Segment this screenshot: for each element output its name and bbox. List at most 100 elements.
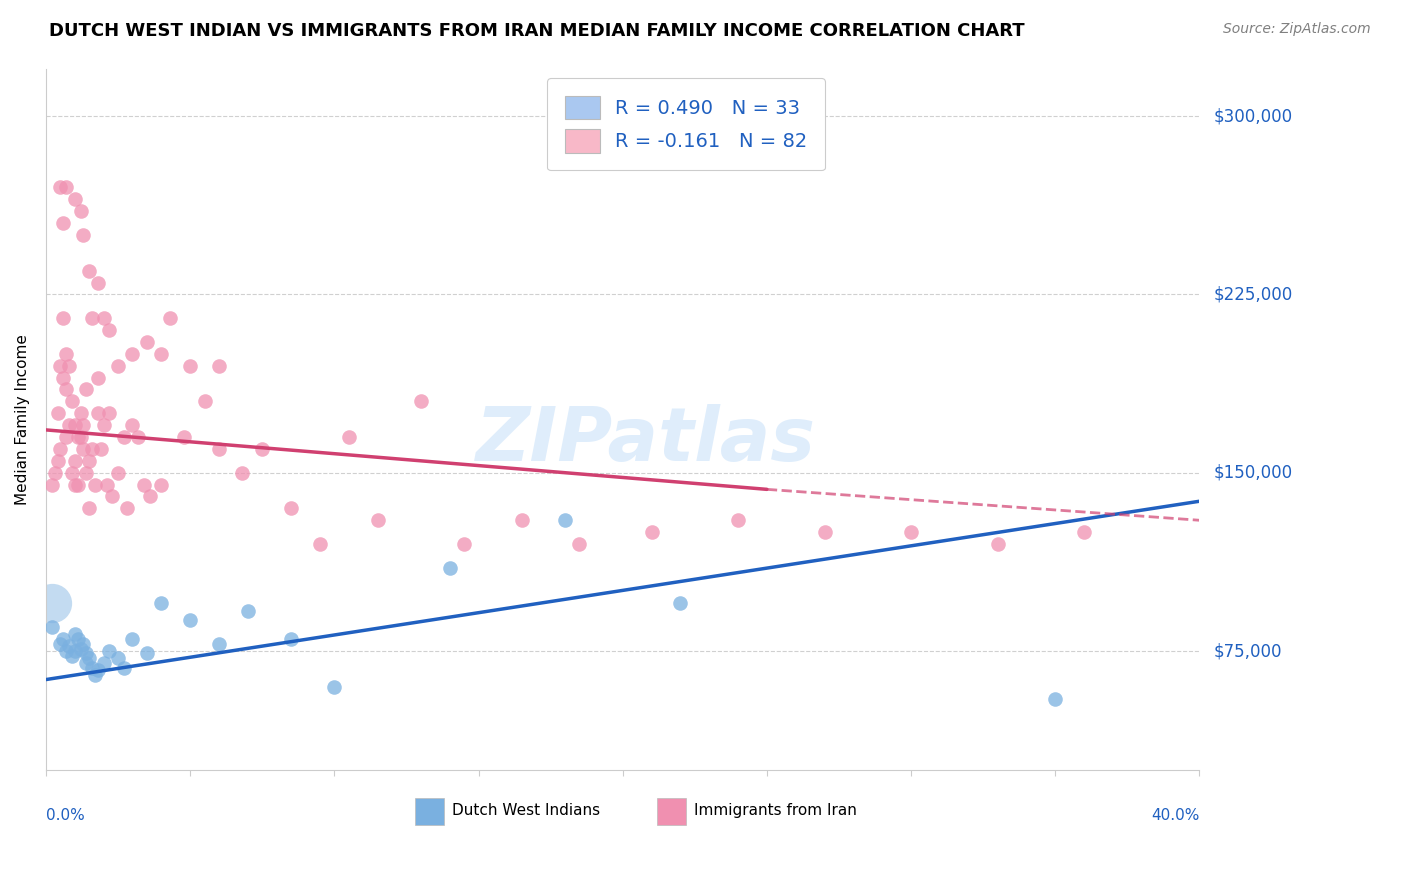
Point bbox=[236, 604, 259, 618]
Point bbox=[58, 359, 80, 373]
Point bbox=[72, 227, 94, 242]
Point bbox=[115, 501, 138, 516]
Point bbox=[135, 647, 157, 661]
Point bbox=[58, 418, 80, 433]
Point bbox=[41, 477, 63, 491]
Point bbox=[101, 490, 124, 504]
Point bbox=[669, 597, 692, 611]
Point bbox=[208, 637, 231, 651]
Point bbox=[63, 192, 86, 206]
Point bbox=[69, 406, 91, 420]
Point bbox=[98, 323, 121, 337]
Point bbox=[77, 454, 100, 468]
Text: $150,000: $150,000 bbox=[1213, 464, 1292, 482]
Point bbox=[309, 537, 332, 551]
Point bbox=[1073, 525, 1095, 540]
Point bbox=[77, 263, 100, 277]
Point bbox=[127, 430, 149, 444]
Point bbox=[208, 442, 231, 456]
Point bbox=[98, 406, 121, 420]
Point bbox=[179, 359, 201, 373]
Point bbox=[90, 442, 112, 456]
Point bbox=[987, 537, 1010, 551]
Point bbox=[55, 383, 77, 397]
Point bbox=[453, 537, 475, 551]
Point bbox=[439, 561, 461, 575]
Point bbox=[132, 477, 155, 491]
Point bbox=[139, 490, 162, 504]
Point bbox=[46, 454, 69, 468]
Point bbox=[554, 513, 576, 527]
Point bbox=[150, 597, 173, 611]
Point bbox=[367, 513, 389, 527]
Point bbox=[75, 383, 97, 397]
Point bbox=[93, 311, 115, 326]
Point bbox=[208, 359, 231, 373]
Point bbox=[63, 454, 86, 468]
Text: 40.0%: 40.0% bbox=[1152, 808, 1199, 823]
Text: ZIPatlas: ZIPatlas bbox=[475, 404, 815, 476]
Point bbox=[69, 641, 91, 656]
Point bbox=[44, 466, 66, 480]
Point bbox=[112, 430, 135, 444]
Point bbox=[150, 477, 173, 491]
Point bbox=[63, 627, 86, 641]
Text: 0.0%: 0.0% bbox=[46, 808, 84, 823]
Point bbox=[813, 525, 835, 540]
Point bbox=[75, 656, 97, 670]
Point bbox=[337, 430, 360, 444]
Point bbox=[72, 442, 94, 456]
Point bbox=[96, 477, 118, 491]
Point bbox=[107, 359, 129, 373]
Point bbox=[69, 430, 91, 444]
Point bbox=[84, 477, 107, 491]
Point bbox=[84, 668, 107, 682]
Point bbox=[55, 180, 77, 194]
Point bbox=[1045, 691, 1067, 706]
Point bbox=[179, 613, 201, 627]
Point bbox=[323, 680, 346, 694]
Point bbox=[900, 525, 922, 540]
Point bbox=[77, 651, 100, 665]
Text: Dutch West Indians: Dutch West Indians bbox=[451, 803, 600, 818]
Point bbox=[41, 597, 63, 611]
Point bbox=[87, 370, 110, 384]
Point bbox=[82, 661, 104, 675]
Point bbox=[82, 311, 104, 326]
Point bbox=[52, 311, 75, 326]
Point bbox=[60, 648, 83, 663]
Text: $225,000: $225,000 bbox=[1213, 285, 1292, 303]
Point bbox=[75, 466, 97, 480]
Bar bbox=[415, 798, 444, 824]
Point bbox=[60, 466, 83, 480]
Point bbox=[568, 537, 591, 551]
Point bbox=[49, 180, 72, 194]
Point bbox=[107, 651, 129, 665]
Point bbox=[87, 663, 110, 677]
Point bbox=[52, 216, 75, 230]
Point bbox=[280, 632, 302, 647]
Point bbox=[231, 466, 253, 480]
Point bbox=[640, 525, 662, 540]
Point bbox=[60, 394, 83, 409]
Point bbox=[63, 418, 86, 433]
Point bbox=[252, 442, 274, 456]
Point bbox=[69, 204, 91, 219]
Point bbox=[280, 501, 302, 516]
Point bbox=[121, 632, 143, 647]
Text: DUTCH WEST INDIAN VS IMMIGRANTS FROM IRAN MEDIAN FAMILY INCOME CORRELATION CHART: DUTCH WEST INDIAN VS IMMIGRANTS FROM IRA… bbox=[49, 22, 1025, 40]
Text: $300,000: $300,000 bbox=[1213, 107, 1292, 125]
Point bbox=[150, 347, 173, 361]
Point bbox=[173, 430, 195, 444]
Point bbox=[112, 661, 135, 675]
Bar bbox=[658, 798, 686, 824]
Point bbox=[93, 656, 115, 670]
Point bbox=[93, 418, 115, 433]
Point bbox=[98, 644, 121, 658]
Point bbox=[121, 418, 143, 433]
Y-axis label: Median Family Income: Median Family Income bbox=[15, 334, 30, 505]
Point bbox=[194, 394, 217, 409]
Point bbox=[52, 632, 75, 647]
Text: Immigrants from Iran: Immigrants from Iran bbox=[695, 803, 858, 818]
Point bbox=[66, 477, 89, 491]
